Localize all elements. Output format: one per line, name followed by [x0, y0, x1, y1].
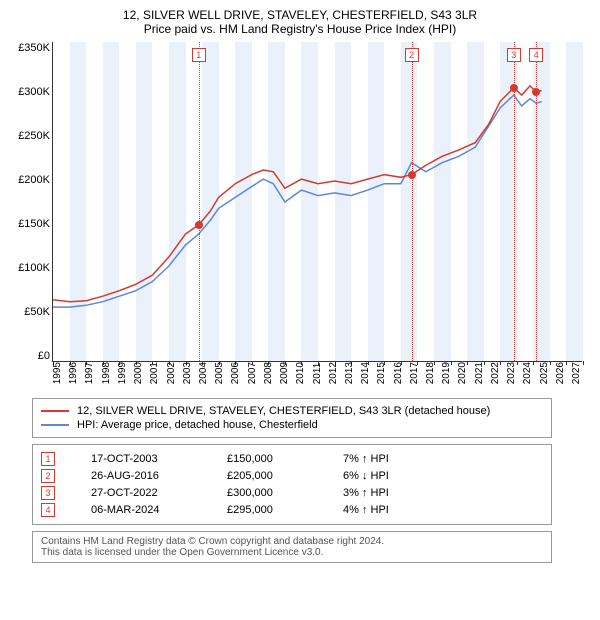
x-tick-label: 2017: [409, 362, 420, 388]
x-tick: [566, 361, 567, 365]
page-title: 12, SILVER WELL DRIVE, STAVELEY, CHESTER…: [12, 8, 588, 22]
sale-marker-dot: [532, 88, 540, 96]
sale-row: 4 06-MAR-2024 £295,000 4% ↑ HPI: [41, 503, 543, 517]
sale-hpi-delta: 3% ↑ HPI: [343, 487, 389, 499]
sale-price: £295,000: [227, 504, 307, 516]
legend-swatch: [41, 410, 69, 412]
plot-area: 1 2 34: [52, 42, 582, 362]
sale-index: 4: [41, 503, 55, 517]
sale-date: 27-OCT-2022: [91, 487, 191, 499]
x-tick-label: 1997: [84, 362, 95, 388]
x-tick-label: 2004: [198, 362, 209, 388]
x-tick-label: 2026: [555, 362, 566, 388]
sale-date: 06-MAR-2024: [91, 504, 191, 516]
x-tick-label: 2014: [360, 362, 371, 388]
x-axis-labels: 1995 1996 1997 1998 1999 2000 2001 2002 2003 2004…: [52, 362, 582, 388]
x-tick-label: 2010: [295, 362, 306, 388]
x-tick-label: 2022: [490, 362, 501, 388]
sale-index: 3: [41, 486, 55, 500]
x-tick: [550, 361, 551, 365]
x-tick-label: 2015: [376, 362, 387, 388]
x-tick-label: 1998: [101, 362, 112, 388]
x-tick-label: 2013: [344, 362, 355, 388]
x-tick-label: 2019: [441, 362, 452, 388]
chart: £350K £300K £250K £200K £150K £100K £50K £0 1 2 3…: [12, 42, 588, 388]
sale-marker-line: [199, 42, 200, 361]
page-subtitle: Price paid vs. HM Land Registry's House …: [12, 22, 588, 36]
footer-attribution: Contains HM Land Registry data © Crown c…: [32, 531, 552, 563]
sale-index: 2: [41, 469, 55, 483]
sale-marker-label: 1: [192, 48, 206, 62]
x-tick-label: 2023: [506, 362, 517, 388]
series-hpi: [53, 95, 542, 307]
y-tick-label: £250K: [18, 130, 50, 142]
y-axis-labels: £350K £300K £250K £200K £150K £100K £50K £0: [6, 42, 50, 362]
footer-line: Contains HM Land Registry data © Crown c…: [41, 536, 543, 547]
legend-swatch: [41, 424, 69, 426]
x-tick-label: 2016: [393, 362, 404, 388]
x-tick-label: 2007: [247, 362, 258, 388]
x-tick-label: 2020: [457, 362, 468, 388]
y-tick-label: £150K: [18, 218, 50, 230]
legend-row-hpi: HPI: Average price, detached house, Ches…: [41, 419, 543, 431]
chart-lines: [53, 42, 582, 361]
x-tick-label: 2021: [474, 362, 485, 388]
y-tick-label: £300K: [18, 86, 50, 98]
x-tick-label: 2008: [263, 362, 274, 388]
sale-marker-label: 4: [529, 48, 543, 62]
legend-label: HPI: Average price, detached house, Ches…: [77, 419, 318, 431]
x-tick-label: 2024: [522, 362, 533, 388]
sale-row: 3 27-OCT-2022 £300,000 3% ↑ HPI: [41, 486, 543, 500]
x-tick-label: 2012: [328, 362, 339, 388]
x-tick-label: 2009: [279, 362, 290, 388]
x-tick-label: 2003: [182, 362, 193, 388]
sale-date: 26-AUG-2016: [91, 470, 191, 482]
x-tick-label: 2011: [312, 362, 323, 388]
sale-hpi-delta: 7% ↑ HPI: [343, 453, 389, 465]
sale-marker-label: 3: [507, 48, 521, 62]
sale-price: £300,000: [227, 487, 307, 499]
sale-price: £205,000: [227, 470, 307, 482]
x-tick-label: 1999: [117, 362, 128, 388]
x-tick-label: 2027: [571, 362, 582, 388]
x-tick-label: 2000: [133, 362, 144, 388]
x-tick-label: 2001: [149, 362, 160, 388]
sale-marker-dot: [408, 171, 416, 179]
sale-row: 1 17-OCT-2003 £150,000 7% ↑ HPI: [41, 452, 543, 466]
y-tick-label: £50K: [24, 306, 50, 318]
y-tick-label: £200K: [18, 174, 50, 186]
sale-row: 2 26-AUG-2016 £205,000 6% ↓ HPI: [41, 469, 543, 483]
legend-row-property: 12, SILVER WELL DRIVE, STAVELEY, CHESTER…: [41, 405, 543, 417]
sale-marker-dot: [195, 221, 203, 229]
sales-table: 1 17-OCT-2003 £150,000 7% ↑ HPI 2 26-AUG-2016…: [32, 444, 552, 525]
sale-marker-label: 2: [405, 48, 419, 62]
x-tick-label: 2002: [166, 362, 177, 388]
sale-price: £150,000: [227, 453, 307, 465]
x-tick-label: 2018: [425, 362, 436, 388]
y-tick-label: £0: [38, 350, 50, 362]
footer-line: This data is licensed under the Open Gov…: [41, 547, 543, 558]
x-tick-label: 2006: [230, 362, 241, 388]
x-tick-label: 1996: [68, 362, 79, 388]
sale-hpi-delta: 6% ↓ HPI: [343, 470, 389, 482]
x-tick: [583, 361, 584, 365]
y-tick-label: £100K: [18, 262, 50, 274]
sale-marker-dot: [510, 84, 518, 92]
legend-label: 12, SILVER WELL DRIVE, STAVELEY, CHESTER…: [77, 405, 490, 417]
sale-date: 17-OCT-2003: [91, 453, 191, 465]
y-tick-label: £350K: [18, 42, 50, 54]
x-tick-label: 1995: [52, 362, 63, 388]
sale-index: 1: [41, 452, 55, 466]
x-tick-label: 2005: [214, 362, 225, 388]
sale-hpi-delta: 4% ↑ HPI: [343, 504, 389, 516]
legend: 12, SILVER WELL DRIVE, STAVELEY, CHESTER…: [32, 398, 552, 438]
x-tick-label: 2025: [539, 362, 550, 388]
x-tick: [533, 361, 534, 365]
sale-marker-line: [412, 42, 413, 361]
